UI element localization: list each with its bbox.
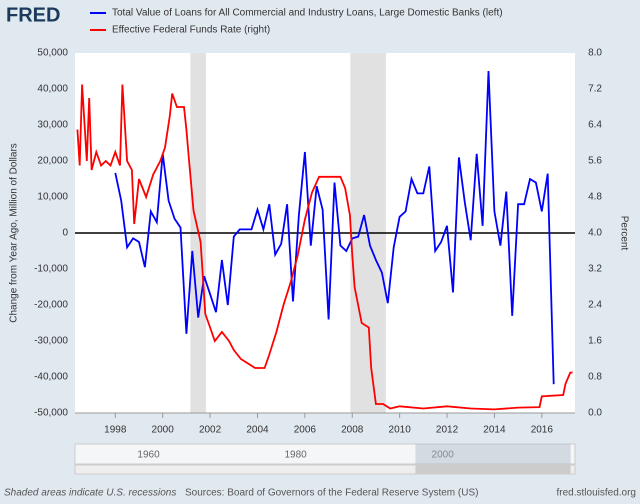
x-tick-label: 2006 [294,425,317,436]
y2-tick-label: 2.4 [588,300,602,311]
y-tick-label: 0 [62,228,68,239]
scrollbar-thumb[interactable] [415,465,571,474]
x-tick-label: 2012 [436,425,459,436]
x-tick-label: 1998 [104,425,127,436]
y2-tick-label: 4.8 [588,192,602,203]
y-tick-label: -50,000 [34,408,68,419]
y-tick-label: 40,000 [37,84,68,95]
y-tick-label: 10,000 [37,192,68,203]
footer-source: Sources: Board of Governors of the Feder… [185,488,478,499]
y2-tick-label: 5.6 [588,156,602,167]
y2-tick-label: 4.0 [588,228,602,239]
navigator-selection [415,444,571,464]
series-line [114,70,555,385]
x-tick-label: 2008 [341,425,364,436]
y-tick-label: 20,000 [37,156,68,167]
logo: FRED [6,4,60,26]
x-tick-label: 2014 [483,425,506,436]
footer-url: fred.stlouisfed.org [557,488,637,499]
y2-tick-label: 6.4 [588,120,602,131]
y-tick-label: 50,000 [37,48,68,59]
y-tick-label: -30,000 [34,336,68,347]
x-tick-label: 2000 [152,425,175,436]
y-tick-label: 30,000 [37,120,68,131]
x-tick-label: 2010 [389,425,412,436]
scrollbar [74,464,576,475]
y2-tick-label: 3.2 [588,264,602,275]
series-line [76,84,573,411]
footer-note: Shaded areas indicate U.S. recessions [4,488,176,499]
y2-tick-label: 1.6 [588,336,602,347]
x-tick-label: 2002 [199,425,222,436]
y2-tick-label: 7.2 [588,84,602,95]
navigator [74,443,576,465]
y2-tick-label: 0.8 [588,372,602,383]
y-tick-label: -10,000 [34,264,68,275]
navigator-tick-label: 1980 [284,450,307,461]
x-tick-label: 2004 [246,425,269,436]
legend-label: Total Value of Loans for All Commercial … [112,8,503,19]
y2-tick-label: 8.0 [588,48,602,59]
navigator-tick-label: 1960 [137,450,160,461]
y-tick-label: -20,000 [34,300,68,311]
x-tick-label: 2016 [531,425,554,436]
legend-label: Effective Federal Funds Rate (right) [112,25,270,36]
navigator-tick-label: 2000 [432,450,455,461]
y-axis-title: Change from Year Ago, Million of Dollars [9,143,20,323]
y2-tick-label: 0.0 [588,408,602,419]
y-tick-label: -40,000 [34,372,68,383]
y2-axis-title: Percent [618,216,629,251]
